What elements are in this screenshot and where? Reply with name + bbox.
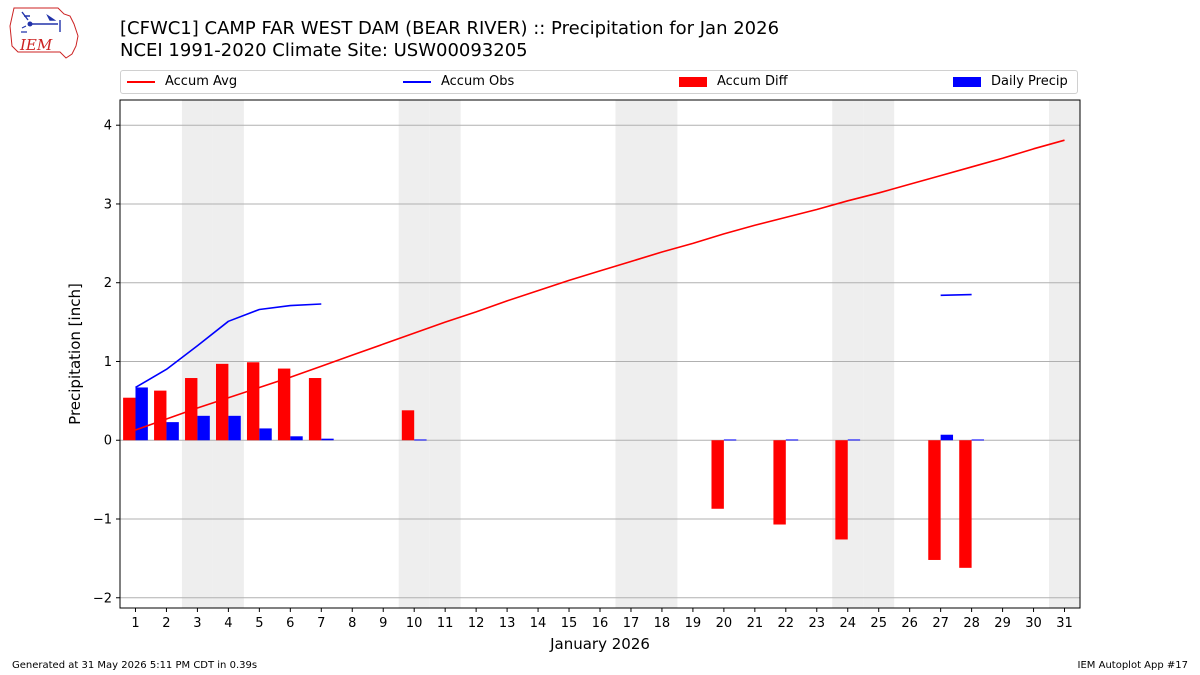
bar-accum-diff	[308, 378, 322, 441]
x-tick-label: 18	[654, 616, 671, 631]
weekend-band	[1049, 100, 1080, 608]
bar-accum-diff	[246, 362, 260, 441]
x-tick-label: 26	[901, 616, 918, 631]
iem-logo: IEM	[9, 7, 79, 59]
x-tick-label: 31	[1056, 616, 1073, 631]
bar-daily-precip	[971, 439, 984, 441]
x-tick-label: 23	[809, 616, 826, 631]
bar-accum-diff	[959, 440, 972, 568]
bar-daily-precip	[197, 415, 210, 441]
y-tick-label: 2	[104, 276, 112, 291]
legend-item-accum-obs: Accum Obs	[403, 74, 514, 89]
bar-accum-diff	[928, 440, 941, 560]
footer-app-text: IEM Autoplot App #17	[1077, 660, 1188, 671]
x-tick-label: 29	[994, 616, 1011, 631]
x-tick-label: 2	[162, 616, 170, 631]
x-tick-label: 30	[1025, 616, 1042, 631]
bar-daily-precip	[290, 436, 303, 441]
bar-accum-diff	[123, 397, 136, 441]
line-accum-avg	[135, 139, 1065, 431]
weekend-band	[615, 100, 647, 608]
x-tick-label: 14	[530, 616, 547, 631]
x-tick-label: 1	[131, 616, 139, 631]
x-tick-label: 5	[255, 616, 263, 631]
bar-daily-precip	[135, 387, 148, 441]
legend-item-accum-avg: Accum Avg	[127, 74, 237, 89]
x-tick-label: 15	[561, 616, 578, 631]
bar-accum-diff	[711, 440, 724, 509]
plot-frame	[119, 99, 1081, 609]
x-tick-label: 12	[468, 616, 485, 631]
bar-accum-diff	[773, 440, 786, 525]
legend-swatch-accum-diff	[679, 76, 707, 87]
legend-label-daily-precip: Daily Precip	[991, 74, 1068, 89]
legend: Accum Avg Accum Obs Accum Diff Daily Pre…	[120, 70, 1078, 94]
x-tick-label: 28	[963, 616, 980, 631]
x-tick-label: 9	[379, 616, 387, 631]
bar-daily-precip	[414, 439, 427, 441]
bar-daily-precip	[166, 422, 179, 441]
x-tick-label: 21	[747, 616, 764, 631]
x-tick-label: 8	[348, 616, 356, 631]
legend-swatch-accum-avg	[127, 80, 155, 83]
x-tick-label: 17	[623, 616, 640, 631]
bar-accum-diff	[835, 440, 848, 540]
legend-label-accum-obs: Accum Obs	[441, 74, 515, 89]
x-tick-label: 22	[778, 616, 795, 631]
bar-daily-precip	[785, 439, 799, 441]
bar-accum-diff	[154, 390, 167, 441]
bar-daily-precip	[940, 434, 954, 441]
x-tick-label: 4	[224, 616, 232, 631]
bar-accum-diff	[216, 363, 229, 441]
line-accum-obs	[940, 293, 972, 297]
legend-swatch-daily-precip	[953, 76, 981, 87]
bar-accum-diff	[401, 410, 415, 441]
x-tick-label: 3	[193, 616, 201, 631]
bar-daily-precip	[259, 428, 272, 441]
x-tick-label: 16	[592, 616, 609, 631]
x-axis-label: January 2026	[549, 635, 650, 653]
bar-daily-precip	[228, 415, 241, 441]
x-tick-label: 11	[437, 616, 454, 631]
bar-accum-diff	[277, 368, 291, 441]
legend-item-accum-diff: Accum Diff	[679, 74, 788, 89]
weekend-band	[398, 100, 430, 608]
y-axis-label: Precipitation [inch]	[66, 283, 84, 425]
legend-label-accum-avg: Accum Avg	[165, 74, 238, 89]
x-tick-label: 13	[499, 616, 516, 631]
x-tick-label: 20	[716, 616, 733, 631]
legend-swatch-accum-obs	[403, 80, 431, 83]
x-tick-label: 27	[932, 616, 949, 631]
line-accum-obs	[135, 303, 322, 389]
y-tick-label: −1	[93, 513, 112, 528]
chart-subtitle: NCEI 1991-2020 Climate Site: USW00093205	[120, 40, 528, 61]
y-tick-label: 1	[104, 355, 112, 370]
y-tick-label: 3	[104, 197, 112, 212]
weekend-band	[212, 100, 244, 608]
y-tick-label: −2	[93, 591, 112, 606]
legend-label-accum-diff: Accum Diff	[717, 74, 788, 89]
x-tick-label: 25	[870, 616, 887, 631]
chart-title: [CFWC1] CAMP FAR WEST DAM (BEAR RIVER) :…	[120, 18, 780, 39]
svg-text:IEM: IEM	[19, 36, 53, 54]
y-tick-label: 0	[104, 434, 112, 449]
bar-daily-precip	[321, 438, 334, 441]
weekend-band	[863, 100, 895, 608]
y-tick-label: 4	[104, 119, 112, 134]
bar-accum-diff	[185, 378, 198, 441]
weekend-band	[646, 100, 678, 608]
x-tick-label: 7	[317, 616, 325, 631]
x-tick-label: 19	[685, 616, 702, 631]
x-tick-label: 24	[839, 616, 856, 631]
footer-generated-text: Generated at 31 May 2026 5:11 PM CDT in …	[12, 660, 258, 671]
bar-daily-precip	[723, 439, 737, 441]
x-tick-label: 6	[286, 616, 294, 631]
x-tick-label: 10	[406, 616, 423, 631]
legend-item-daily-precip: Daily Precip	[953, 74, 1068, 89]
bar-daily-precip	[847, 439, 861, 441]
weekend-band	[429, 100, 461, 608]
